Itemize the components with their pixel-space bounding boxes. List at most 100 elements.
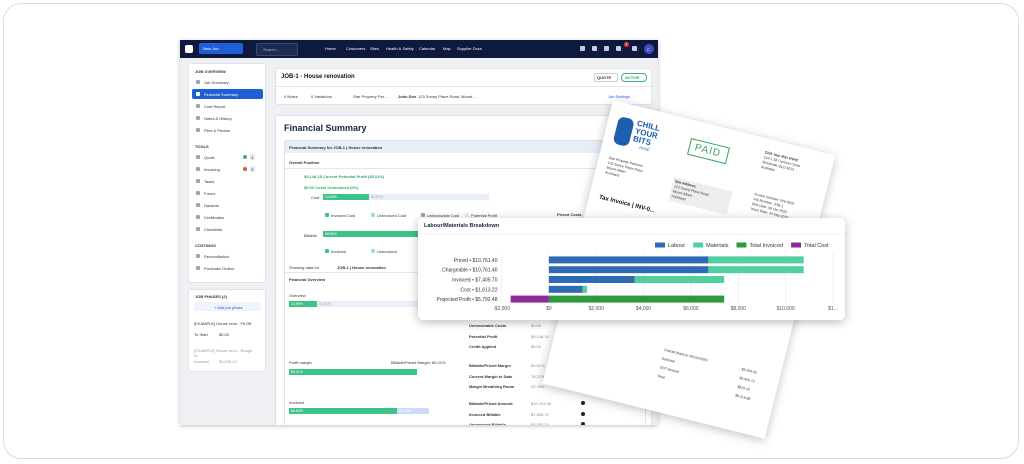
phase-name[interactable]: [EXAMPLE] House reno - Fit Off <box>194 321 252 326</box>
legend-swatch <box>791 242 802 248</box>
total-value: $6,216.88 <box>734 393 751 402</box>
search-placeholder[interactable]: Search... <box>263 47 280 52</box>
panel-title: Financial Summary for JOB-1 | House reno… <box>289 145 383 150</box>
nav-link[interactable]: Health & Safety <box>386 46 414 51</box>
active-item-bg <box>192 89 263 99</box>
stat-value: $10,761.40 <box>531 401 552 406</box>
logo <box>185 45 193 53</box>
stat-value: $7,405.70 <box>531 411 549 417</box>
job-meta: 123 Sunny Place Road, Mount ... <box>418 94 477 99</box>
brand-logo: CHILL YOUR BITS HVAC <box>611 114 674 161</box>
summary-title: Financial Summary <box>284 123 367 133</box>
overall-title: Overall Position <box>289 160 320 165</box>
sidebar-item[interactable]: Quote <box>204 155 215 160</box>
bar-segment <box>510 295 549 303</box>
chart-title: Labour/Materials Breakdown <box>424 223 500 229</box>
percent-bar: 68.82% <box>323 231 418 237</box>
job-settings[interactable]: Job Settings <box>608 94 631 99</box>
section-title: COSTINGS <box>195 243 216 248</box>
phase-name[interactable]: [EXAMPLE] House reno - Rough in <box>194 348 253 358</box>
sidebar-item[interactable]: Hazards <box>204 203 219 208</box>
status-label: ACTIVE <box>625 75 640 81</box>
sidebar-item[interactable]: Files & Photos <box>204 128 230 133</box>
nav-link[interactable]: Customers <box>346 46 366 51</box>
quote-dropdown[interactable]: QUOTE <box>594 73 618 82</box>
stat-value: 78.22% <box>531 373 545 379</box>
panel-header <box>285 141 647 153</box>
item-icon <box>196 91 200 96</box>
legend-swatch <box>325 213 329 217</box>
legend-label: Labour <box>668 243 685 249</box>
legend-swatch <box>655 242 665 248</box>
paid-text: PAID <box>693 142 723 160</box>
job-meta[interactable]: 0 Variations <box>311 94 332 99</box>
legend-swatch <box>693 242 704 248</box>
search-box[interactable]: Search... <box>256 43 298 56</box>
phases-card: JOB PHASES (2) + Add job phase [EXAMPLE] H… <box>188 289 266 372</box>
quote-label[interactable]: QUOTE <box>597 75 612 81</box>
job-meta[interactable]: Star Property Par... <box>353 94 388 99</box>
showing-job: JOB-1 | House renovation <box>337 265 386 270</box>
section-title: TOOLS <box>195 144 209 149</box>
new-job-label[interactable]: New Job <box>203 46 219 51</box>
paid-stamp: PAID <box>687 138 730 165</box>
sidebar-item[interactable]: Financial Summary <box>204 92 239 97</box>
nav-link[interactable]: Map <box>443 46 451 51</box>
sidebar-item[interactable]: Invoicing <box>204 167 220 172</box>
bar-segment <box>548 295 725 303</box>
total-value: $810.16 <box>736 384 751 392</box>
x-tick-label: $10,000 <box>777 306 795 312</box>
item-icon <box>196 202 200 207</box>
total-value: $5,000.00 <box>741 367 758 375</box>
item-count: 1 <box>251 154 254 160</box>
nav-link[interactable]: Sites <box>370 46 379 51</box>
stat-value: $9,148.18 <box>531 333 549 339</box>
legend-label: Uninvoicable Cost <box>427 213 460 218</box>
item-count: 2 <box>251 166 254 172</box>
nav-link[interactable]: Home <box>325 46 336 51</box>
legend-swatch <box>465 213 469 217</box>
avatar-initial[interactable]: C <box>647 46 650 52</box>
overview-title: Financial Overview <box>289 277 326 282</box>
item-check <box>243 166 247 171</box>
item-icon <box>196 154 200 159</box>
job-header: JOB-1 - House renovation QUOTE ACTIVE 0 Not… <box>275 68 653 105</box>
sidebar-item[interactable]: Reconciliation <box>204 254 229 259</box>
section-label: Overview <box>289 293 306 298</box>
item-icon <box>196 115 200 120</box>
y-tick-label: Chargeable • $10,761.40 <box>442 268 498 274</box>
section-label: Invoiced <box>289 400 304 405</box>
job-meta[interactable]: 0 Notes <box>284 94 298 99</box>
priced-costs-label: Priced Costs <box>557 212 582 217</box>
add-phase[interactable]: + Add job phase <box>214 304 243 310</box>
showing-prefix: Showing data for <box>289 265 320 270</box>
top-nav: New Job Search... Home Customers Sites Health… <box>180 40 658 58</box>
stat-value: $3,355.70 <box>531 422 549 425</box>
sidebar-item[interactable]: Checklists <box>204 227 223 232</box>
sidebar-item[interactable]: Tasks <box>204 179 215 184</box>
count-badge: 2 <box>250 166 255 172</box>
sidebar-item[interactable]: Notes & History <box>204 116 232 121</box>
sidebar-item[interactable]: Certificates <box>204 215 225 220</box>
sidebar-item[interactable]: Cost Report <box>204 104 226 109</box>
legend-label: Uninvoiced Cost <box>377 213 407 218</box>
row-label: Billable <box>304 233 317 238</box>
total-label: GST Amount <box>659 365 680 375</box>
profit-text: $9,148.18 Current Potential Profit (85.0… <box>304 174 385 179</box>
stat-label: Potential Profit <box>469 333 498 339</box>
sidebar-item[interactable]: Job Summary <box>204 80 229 85</box>
sidebar-item[interactable]: Purchase Orders <box>204 266 235 271</box>
new-job-button[interactable]: New Job <box>199 43 243 54</box>
legend-swatch <box>736 242 747 248</box>
legend-label: Total Invoiced <box>749 243 783 249</box>
stat-value: $0.00 <box>531 344 542 349</box>
nav-link[interactable]: Calendar <box>419 46 436 51</box>
nav-link[interactable]: Supplier Docs <box>457 46 482 51</box>
sidebar-item[interactable]: Forms <box>204 191 216 196</box>
phase-status: To Start <box>194 332 208 337</box>
percent-bar: 14.99% <box>323 194 369 200</box>
bar-segment <box>634 276 725 283</box>
bar-segment <box>548 285 583 293</box>
add-phase-button[interactable]: + Add job phase <box>194 302 261 311</box>
y-tick-label: Projected Profit • $5,792.48 <box>437 297 498 303</box>
